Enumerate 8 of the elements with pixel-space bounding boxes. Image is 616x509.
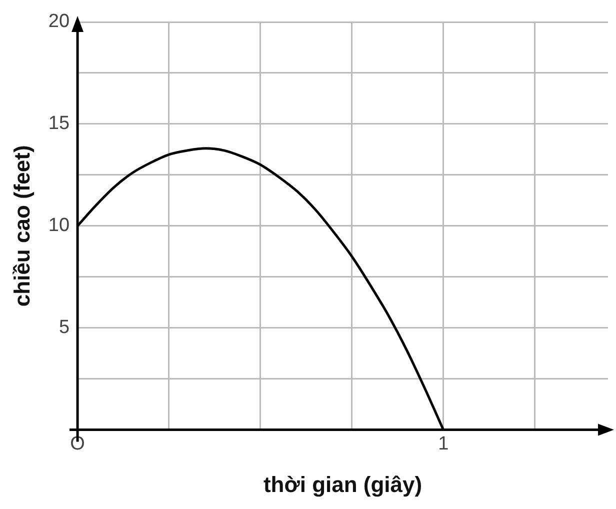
- y-tick-label: 20: [48, 11, 70, 32]
- x-tick-label: 1: [438, 433, 449, 454]
- x-axis-title: thời gian (giây): [263, 472, 422, 497]
- y-tick-label: 10: [48, 215, 70, 236]
- x-tick-label: O: [70, 433, 85, 454]
- y-tick-label: 15: [48, 113, 70, 134]
- y-tick-label: 5: [58, 317, 70, 338]
- y-axis-title: chiều cao (feet): [9, 145, 34, 307]
